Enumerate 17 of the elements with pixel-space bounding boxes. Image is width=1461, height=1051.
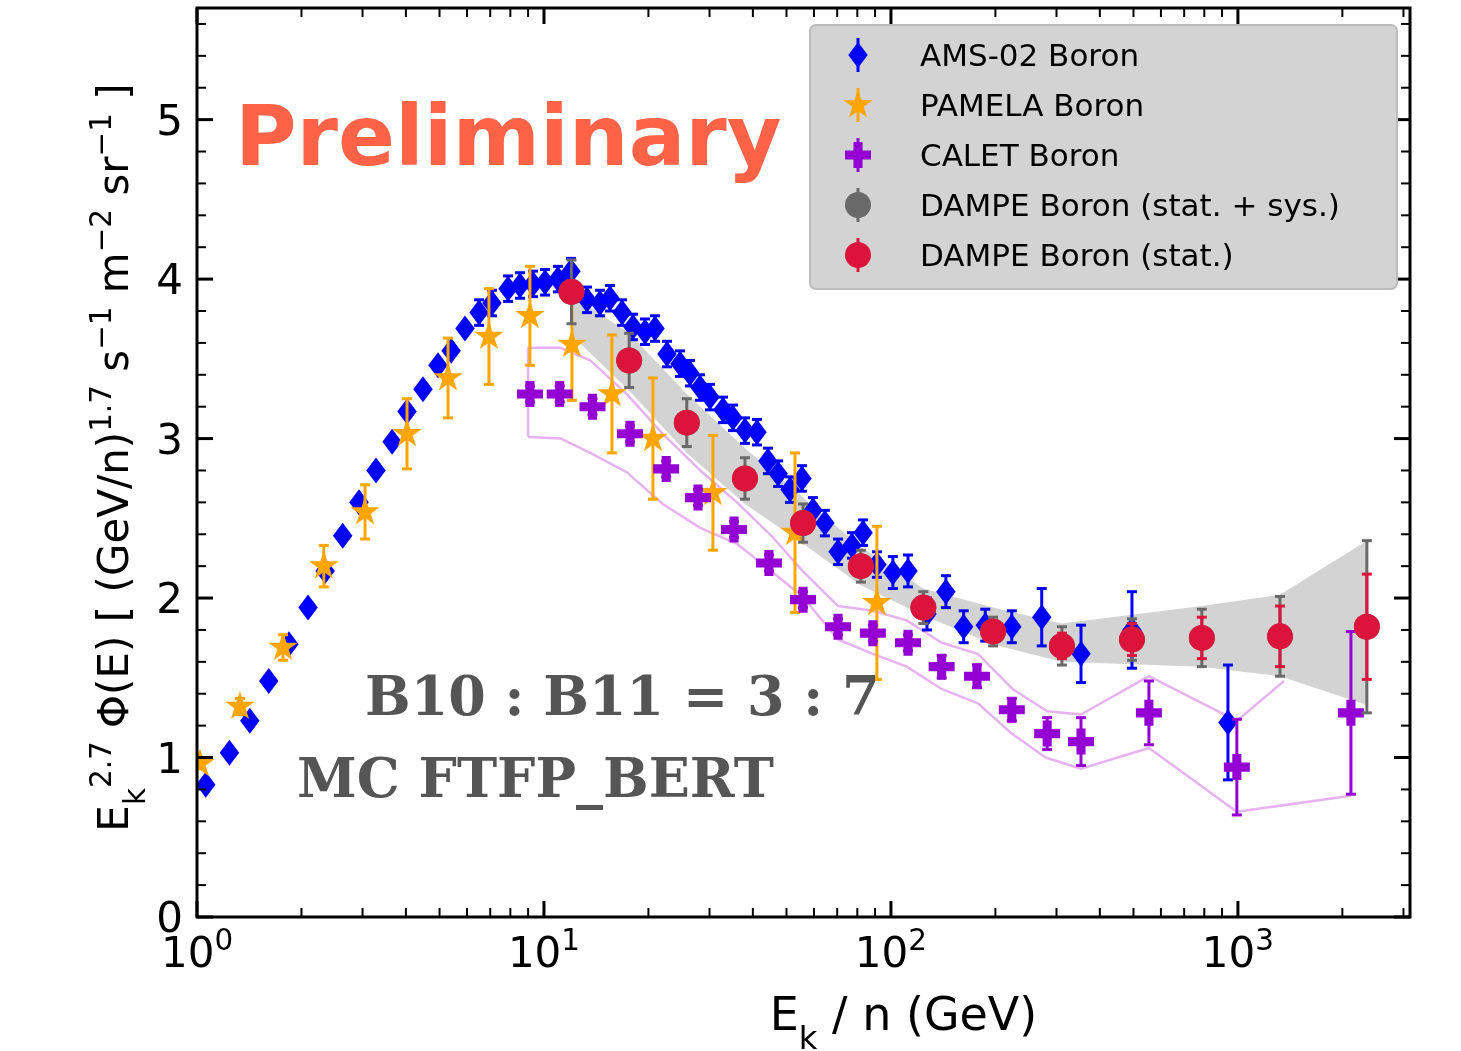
legend-label: PAMELA Boron: [920, 87, 1145, 123]
annotation: Preliminary: [235, 87, 782, 185]
legend-label: DAMPE Boron (stat.): [920, 237, 1234, 273]
x-tick-label: 10$^{3}$: [1201, 923, 1274, 977]
y-tick-label: 2: [156, 574, 183, 624]
x-tick-label: 10$^{2}$: [854, 923, 928, 977]
y-tick-label: 4: [156, 255, 183, 305]
y-tick-label: 3: [156, 414, 183, 464]
annotation: B10 : B11 = 3 : 7: [365, 664, 880, 728]
x-tick-label: 10$^{1}$: [507, 923, 581, 977]
x-axis-title: E$_{k}$ / n (GeV): [769, 987, 1038, 1051]
annotation: MC FTFP_BERT: [297, 746, 774, 810]
y-tick-label: 1: [156, 733, 183, 783]
legend-label: AMS-02 Boron: [920, 37, 1140, 73]
y-tick-label: 5: [156, 95, 183, 145]
legend-label: CALET Boron: [920, 137, 1120, 173]
legend-label: DAMPE Boron (stat. + sys.): [920, 187, 1340, 223]
